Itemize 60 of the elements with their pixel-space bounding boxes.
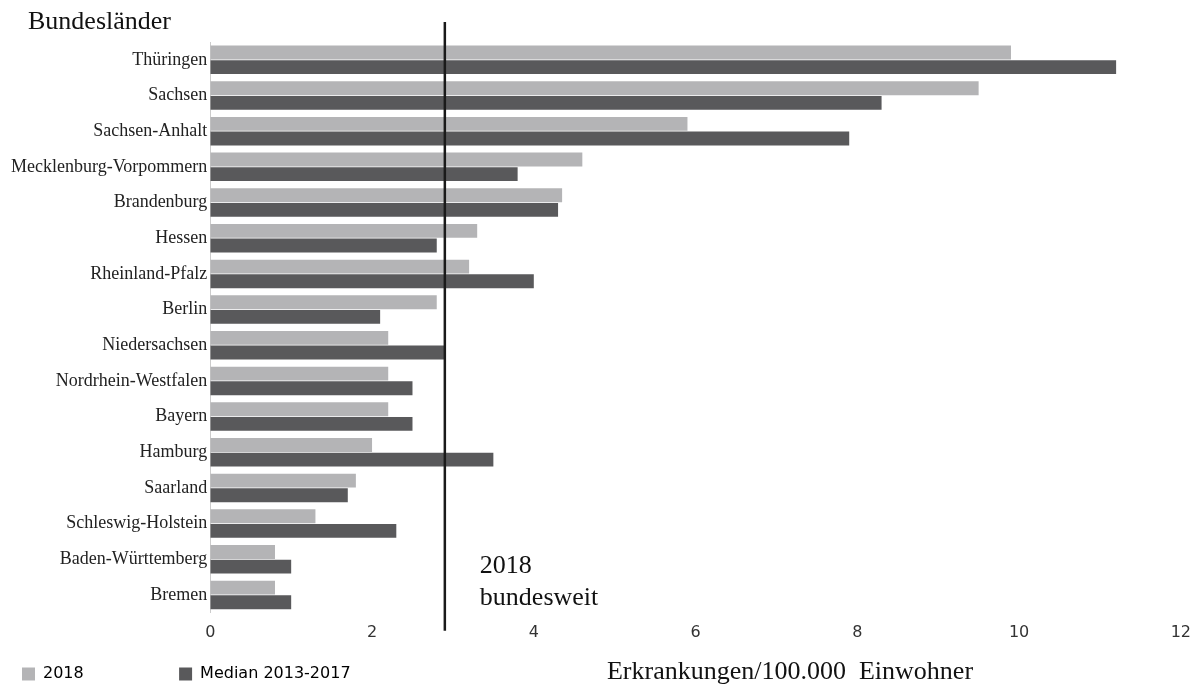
legend-label: 2018	[43, 663, 166, 683]
bar	[210, 488, 348, 503]
bar	[210, 309, 381, 324]
bar	[210, 545, 275, 559]
bar	[210, 45, 1011, 60]
y-tick-label: Nordrhein-Westfalen	[55, 369, 208, 390]
bar	[210, 116, 688, 131]
y-tick-label: Schleswig-Holstein	[66, 512, 208, 533]
y-tick-label: Baden-Württemberg	[59, 548, 208, 569]
bar	[210, 438, 373, 452]
y-tick-label: Bremen	[150, 583, 208, 604]
bar	[210, 188, 563, 203]
bar	[210, 345, 445, 360]
x-tick-label: 6	[690, 621, 701, 641]
y-tick-label: Sachsen	[148, 84, 208, 105]
bar	[210, 81, 979, 96]
bar	[210, 452, 494, 467]
bar	[210, 366, 389, 381]
bar	[210, 295, 437, 310]
bar	[210, 60, 1117, 75]
bar	[210, 595, 292, 610]
y-tick-label: Bayern	[155, 405, 208, 426]
bar	[210, 131, 850, 146]
bar	[210, 523, 397, 538]
x-tick-label: 0	[205, 621, 216, 641]
legend-label: Median 2013-2017	[200, 663, 432, 683]
x-tick-label: 12	[1170, 621, 1191, 641]
bar	[210, 152, 583, 167]
x-axis-title: Erkrankungen/100.000 Einwohner	[606, 655, 974, 685]
bar	[210, 402, 389, 417]
bar	[210, 95, 882, 110]
bar	[210, 274, 534, 289]
bar	[210, 167, 518, 182]
bar	[210, 509, 316, 524]
y-tick-label: Mecklenburg-Vorpommern	[11, 155, 208, 176]
bar	[210, 238, 437, 253]
y-tick-label: Saarland	[144, 476, 208, 497]
y-tick-label: Berlin	[162, 298, 208, 319]
y-tick-label: Hamburg	[139, 441, 208, 461]
y-axis-title: Bundesländer	[28, 5, 172, 35]
bar	[210, 580, 275, 595]
x-tick-label: 8	[852, 621, 863, 641]
bar	[210, 559, 292, 574]
bar	[210, 202, 559, 217]
y-tick-label: Rheinland-Pfalz	[90, 262, 208, 283]
bar	[210, 259, 470, 274]
x-tick-label: 2	[366, 621, 378, 641]
bar	[210, 416, 413, 431]
bar	[210, 223, 478, 238]
x-tick-label: 10	[1008, 621, 1030, 641]
bar	[210, 473, 356, 488]
y-tick-label: Thüringen	[132, 48, 208, 69]
bar	[210, 330, 389, 345]
bar	[210, 381, 413, 396]
y-tick-label: Sachsen-Anhalt	[93, 119, 208, 140]
y-tick-label: Brandenburg	[113, 191, 208, 212]
y-tick-label: Niedersachsen	[102, 333, 208, 354]
ref-line-label: 2018 bundesweit	[479, 549, 600, 611]
y-tick-label: Hessen	[155, 226, 208, 247]
x-tick-label: 4	[528, 621, 539, 641]
